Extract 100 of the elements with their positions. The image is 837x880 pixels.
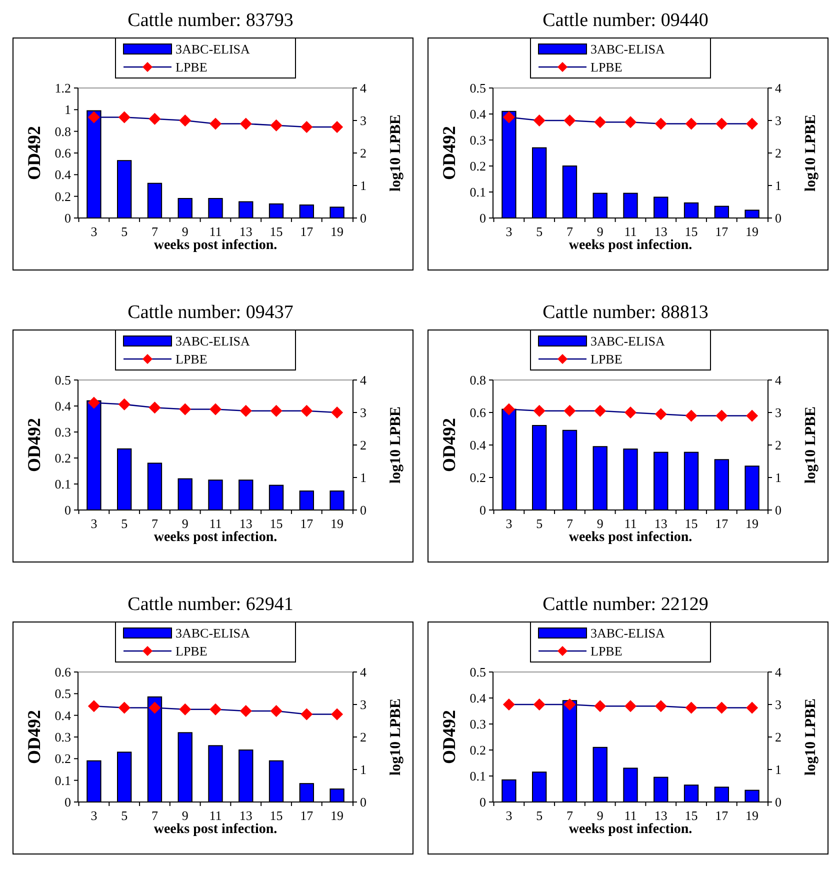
y-tick-label: 0 xyxy=(480,794,486,810)
y-tick-label: 0.6 xyxy=(54,146,72,161)
x-tick-label: 17 xyxy=(715,808,729,823)
x-tick-label: 7 xyxy=(566,808,574,823)
x-tick-label: 9 xyxy=(182,224,188,239)
y2-axis-title: log10 LPBE xyxy=(388,698,404,776)
x-axis-title: weeks post infection. xyxy=(568,530,692,545)
y2-tick-label: 1 xyxy=(360,178,366,194)
x-tick-label: 9 xyxy=(596,516,604,531)
legend-label: LPBE xyxy=(176,644,208,659)
x-tick-label: 7 xyxy=(151,224,158,239)
x-tick-label: 13 xyxy=(654,516,668,531)
y-tick-label: 0.4 xyxy=(470,438,486,453)
x-tick-label: 13 xyxy=(239,224,252,239)
y-tick-label: 0.3 xyxy=(470,132,486,148)
x-tick-label: 7 xyxy=(151,516,158,531)
y2-tick-label: 3 xyxy=(360,405,366,420)
x-tick-label: 11 xyxy=(624,516,637,531)
x-axis-title: weeks post infection. xyxy=(154,238,278,253)
y-tick-label: 0.3 xyxy=(54,424,71,440)
legend-label: LPBE xyxy=(590,352,622,367)
legend-label: 3ABC-ELISA xyxy=(590,42,666,57)
y-tick-label: 0 xyxy=(480,502,486,518)
x-tick-label: 17 xyxy=(300,224,314,239)
x-tick-label: 15 xyxy=(684,516,698,531)
x-tick-label: 17 xyxy=(715,224,729,239)
x-tick-label: 15 xyxy=(270,224,283,239)
y-tick-label: 0.5 xyxy=(54,686,71,702)
chart-title: Cattle number: 83793 xyxy=(128,10,294,31)
y-tick-label: 0.1 xyxy=(470,768,486,784)
x-tick-label: 13 xyxy=(239,808,252,823)
chart-title: Cattle number: 09437 xyxy=(128,302,294,323)
y2-tick-label: 4 xyxy=(775,80,782,96)
x-tick-label: 7 xyxy=(151,808,158,823)
y2-axis-title: log10 LPBE xyxy=(803,114,819,192)
y-tick-label: 0.4 xyxy=(470,106,486,122)
x-tick-label: 19 xyxy=(330,808,344,823)
y2-tick-label: 0 xyxy=(360,794,366,810)
x-tick-label: 15 xyxy=(684,224,698,239)
y-tick-label: 0.4 xyxy=(470,690,486,706)
x-axis-title: weeks post infection. xyxy=(568,238,692,253)
y2-tick-label: 3 xyxy=(360,113,366,128)
legend-label: 3ABC-ELISA xyxy=(590,626,666,641)
y-tick-label: 0.6 xyxy=(54,664,72,680)
x-tick-label: 11 xyxy=(624,224,637,239)
y2-tick-label: 2 xyxy=(775,146,782,161)
x-tick-label: 11 xyxy=(209,516,222,531)
y-tick-label: 0.3 xyxy=(470,716,486,732)
y-axis-title: OD492 xyxy=(439,710,459,764)
y-tick-label: 0.2 xyxy=(470,470,486,486)
y2-tick-label: 3 xyxy=(775,405,782,420)
y2-tick-label: 4 xyxy=(360,664,367,680)
chart-title: Cattle number: 22129 xyxy=(542,594,708,615)
y-axis-title: OD492 xyxy=(439,126,459,180)
x-tick-label: 3 xyxy=(90,516,98,531)
y-tick-label: 0 xyxy=(480,210,486,226)
legend-label: LPBE xyxy=(176,352,208,367)
y2-tick-label: 4 xyxy=(360,372,367,388)
x-tick-label: 19 xyxy=(330,516,344,531)
y2-tick-label: 2 xyxy=(360,146,366,161)
y-tick-label: 0.5 xyxy=(54,372,71,388)
y2-tick-label: 0 xyxy=(360,210,366,226)
y2-tick-label: 2 xyxy=(775,438,782,453)
y-tick-label: 0.2 xyxy=(470,158,486,174)
y2-tick-label: 2 xyxy=(775,730,782,745)
x-tick-label: 15 xyxy=(684,808,698,823)
y2-tick-label: 0 xyxy=(775,794,782,810)
y2-tick-label: 0 xyxy=(775,502,782,518)
x-tick-label: 3 xyxy=(90,808,98,823)
y-tick-label: 0.1 xyxy=(54,476,71,492)
y-tick-label: 0.1 xyxy=(54,772,71,788)
legend-label: 3ABC-ELISA xyxy=(590,334,666,349)
y-tick-label: 0.4 xyxy=(54,167,72,182)
y2-tick-label: 2 xyxy=(360,730,366,745)
x-axis-title: weeks post infection. xyxy=(154,530,278,545)
y-tick-label: 0.3 xyxy=(54,730,71,745)
x-tick-label: 19 xyxy=(746,224,759,239)
x-tick-label: 3 xyxy=(90,224,98,239)
chart-title: Cattle number: 62941 xyxy=(128,594,294,615)
y2-tick-label: 1 xyxy=(775,178,782,194)
x-tick-label: 3 xyxy=(506,224,512,239)
y2-tick-label: 4 xyxy=(775,664,782,680)
y2-axis-title: log10 LPBE xyxy=(388,406,404,484)
y-tick-label: 1 xyxy=(64,102,71,118)
legend-label: LPBE xyxy=(590,60,622,75)
y2-axis-title: log10 LPBE xyxy=(803,698,819,776)
x-tick-label: 13 xyxy=(239,516,252,531)
y2-tick-label: 3 xyxy=(360,697,366,712)
x-tick-label: 17 xyxy=(715,516,729,531)
x-tick-label: 19 xyxy=(746,808,759,823)
legend-label: LPBE xyxy=(176,60,208,75)
x-tick-label: 5 xyxy=(121,808,128,823)
x-tick-label: 19 xyxy=(330,224,344,239)
y-tick-label: 0.5 xyxy=(470,80,486,96)
y2-tick-label: 3 xyxy=(775,113,782,128)
x-tick-label: 5 xyxy=(536,224,543,239)
y-tick-label: 0.2 xyxy=(54,751,71,766)
x-tick-label: 15 xyxy=(270,516,283,531)
x-tick-label: 3 xyxy=(506,808,512,823)
y2-tick-label: 4 xyxy=(360,80,367,96)
